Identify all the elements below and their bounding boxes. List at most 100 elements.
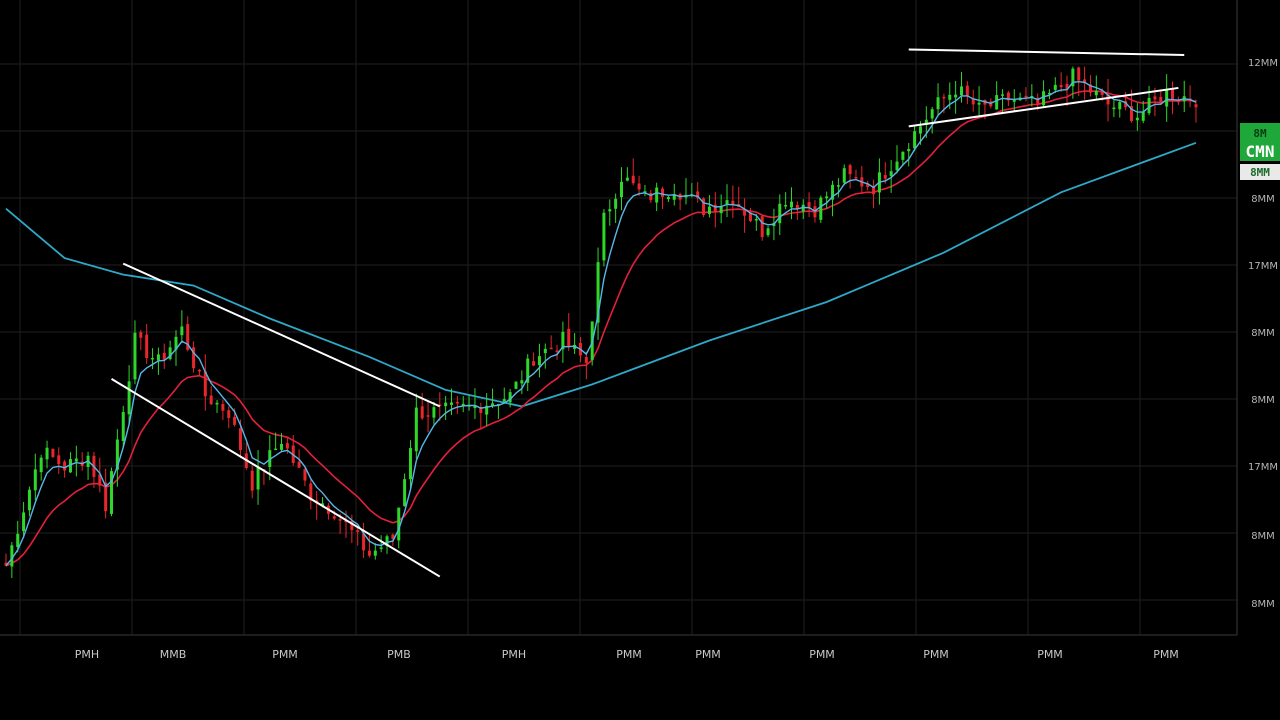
candle-body [713,204,717,213]
x-tick-label: PMM [809,648,835,661]
trendline [908,86,1179,128]
candle-body [1065,83,1069,89]
candle-body [831,184,835,200]
candle-body [10,545,14,567]
candle-body [502,399,506,402]
candle-body [778,203,782,224]
slow-moving-average [5,141,1197,408]
candle-body [907,148,911,152]
candle-body [280,443,284,450]
candle-body [913,131,917,149]
trendlines [110,48,1185,578]
candle-body [971,98,975,105]
candle-body [537,356,541,366]
candle-body [250,470,254,491]
candle-body [180,326,184,336]
candle-body [1071,68,1075,87]
candle-body [702,198,706,215]
candle-body [707,206,711,215]
candle-body [620,181,623,198]
candle-body [338,519,342,521]
candle-body [661,188,665,197]
x-tick-label: PMM [923,648,949,661]
candle-body [16,533,20,548]
candle-body [98,474,102,486]
candle-body [227,410,231,418]
candle-body [924,119,928,125]
candle-body [666,197,670,200]
candle-body [162,352,166,360]
candle-body [1024,95,1028,98]
candle-body [455,401,459,404]
x-axis-ticks: PMH MMB PMM PMB PMH PMM PMM PMM PMM PMM PMM [75,648,1179,661]
trendline [122,262,441,408]
candle-body [1012,100,1016,102]
candle-body [373,550,377,556]
candle-body [655,187,659,203]
candle-body [643,191,647,193]
slow-ma-line [5,141,1197,408]
y-tick-label: 8MM [1251,328,1275,339]
candle-body [461,403,465,406]
candle-body [965,85,969,97]
price-badge: 8M CMN 8MM [1240,123,1280,180]
candle-body [45,447,49,460]
candle-body [285,443,289,449]
candle-body [1135,117,1139,121]
candle-body [1159,96,1163,104]
candle-body [948,94,952,100]
candle-body [68,459,72,473]
candle-body [104,482,108,512]
candle-body [350,520,354,531]
y-tick-label: 17MM [1248,261,1278,272]
candle-body [215,402,219,405]
candle-body [1006,92,1010,101]
candle-body [549,347,553,350]
fast-moving-average [5,80,1197,567]
candle-body [151,357,155,360]
candle-body [1171,88,1175,101]
candle-body [520,380,524,384]
candle-body [1083,79,1087,84]
candle-body [403,479,407,507]
candle-body [872,186,876,195]
candle-body [473,405,477,409]
candle-body [795,204,799,210]
candle-body [784,205,788,207]
candle-body [725,200,729,205]
candle-body [110,471,114,514]
x-tick-label: PMM [272,648,298,661]
y-tick-label: 8MM [1251,531,1275,542]
candle-body [186,324,190,350]
candle-body [356,530,360,532]
candle-body [168,347,172,359]
candle-body [22,512,26,532]
candle-body [1141,111,1145,121]
candle-body [1176,100,1180,103]
candle-body [807,202,811,209]
candle-body [297,461,301,468]
candle-body [139,332,143,338]
x-tick-label: PMM [695,648,721,661]
candle-body [614,198,618,209]
candle-body [883,175,887,179]
candle-body [954,94,958,98]
candle-body [543,348,547,354]
y-axis-ticks: 12MM 8MM 17MM 8MM 8MM 17MM 8MM 8MM [1248,58,1278,610]
candle-body [889,171,893,176]
candle-body [408,448,412,480]
candle-body [1153,96,1157,100]
candle-body [420,406,424,419]
candle-body [748,212,752,222]
candle-body [1165,90,1169,107]
candle-body [450,402,454,405]
candle-body [274,448,278,451]
candle-body [332,516,336,519]
candle-body [567,328,571,347]
candle-body [491,403,495,407]
candle-body [1147,97,1151,114]
candle-body [385,536,389,546]
y-tick-label: 8MM [1251,194,1275,205]
x-tick-label: PMM [1153,648,1179,661]
candle-body [438,404,442,406]
